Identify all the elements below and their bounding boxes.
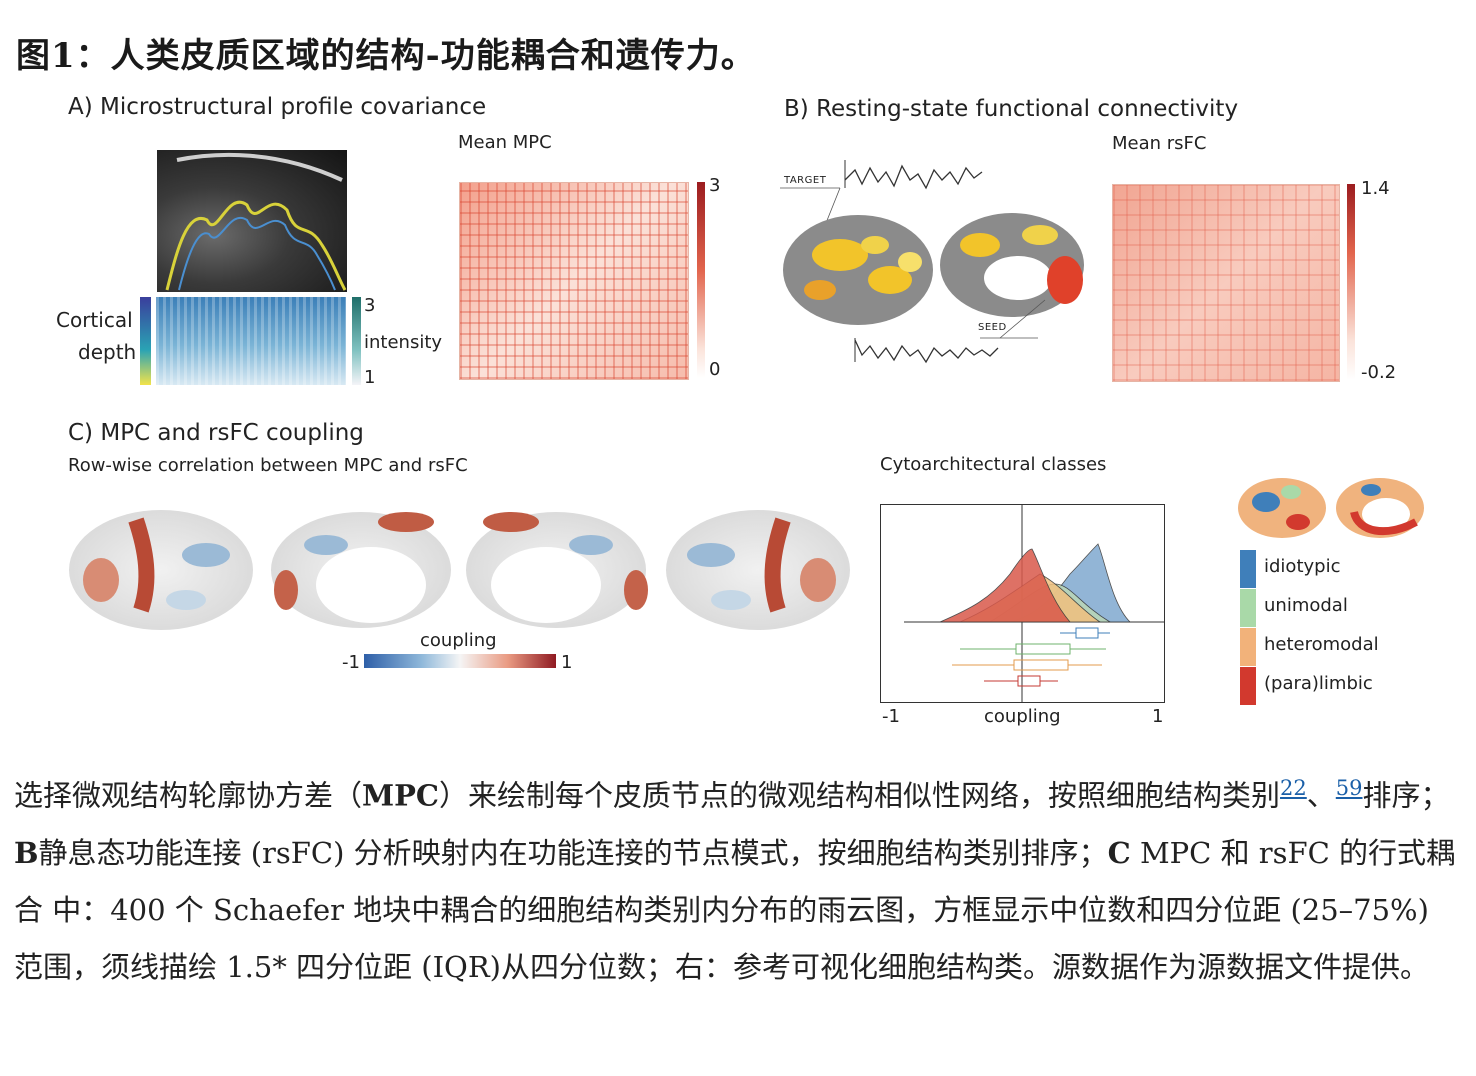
class-reference-brains bbox=[1238, 478, 1424, 538]
rsfc-colorbar bbox=[1347, 184, 1355, 380]
figure-caption: 选择微观结构轮廓协方差（MPC）来绘制每个皮质节点的微观结构相似性网络，按照细胞… bbox=[14, 760, 1462, 996]
coupling-brain-surfaces bbox=[69, 510, 850, 630]
caption-bold: B bbox=[14, 835, 39, 870]
raincloud-axis-max: 1 bbox=[1152, 706, 1164, 727]
coupling-colorbar-max: 1 bbox=[561, 652, 573, 673]
panel-c-title: C) MPC and rsFC coupling bbox=[68, 420, 364, 446]
coupling-colorbar-min: -1 bbox=[342, 652, 360, 673]
raincloud-plot bbox=[880, 504, 1165, 703]
caption-text: ）来绘制每个皮质节点的微观结构相似性网络，按照细胞结构类别 bbox=[439, 778, 1281, 813]
caption-text: 静息态功能连接 (rsFC) 分析映射内在功能连接的节点模式，按细胞结构类别排序… bbox=[38, 835, 1108, 870]
panel-b-title: B) Resting-state functional connectivity bbox=[784, 96, 1239, 122]
mri-slice-image bbox=[157, 150, 347, 292]
legend-label: unimodal bbox=[1264, 595, 1348, 616]
classes-title: Cytoarchitectural classes bbox=[880, 454, 1107, 475]
legend-swatch bbox=[1240, 628, 1256, 666]
caption-text: MPC 和 rsFC 的行式耦合 中：400 个 Schaefer 地块中耦合的… bbox=[14, 835, 1456, 984]
rsfc-heatmap bbox=[1112, 184, 1340, 382]
brain-seed-connectivity bbox=[780, 160, 1084, 364]
raincloud-axis-min: -1 bbox=[882, 706, 900, 727]
mpc-scale-max: 3 bbox=[709, 175, 721, 196]
rsfc-heatmap-title: Mean rsFC bbox=[1112, 133, 1207, 154]
intensity-min: 1 bbox=[364, 367, 376, 388]
mpc-scale-min: 0 bbox=[709, 359, 721, 380]
raincloud-axis-label: coupling bbox=[984, 706, 1061, 727]
caption-text: 排序； bbox=[1362, 778, 1450, 813]
rsfc-scale-max: 1.4 bbox=[1361, 178, 1390, 199]
depth-label-2: depth bbox=[78, 340, 137, 364]
legend-swatch bbox=[1240, 589, 1256, 627]
mpc-colorbar bbox=[697, 182, 705, 378]
rsfc-scale-min: -0.2 bbox=[1361, 362, 1397, 383]
figure-title: 图1：人类皮质区域的结构-功能耦合和遗传力。 bbox=[16, 36, 756, 76]
reference-link-22[interactable]: 22 bbox=[1280, 776, 1307, 800]
intensity-label: intensity bbox=[364, 332, 443, 353]
caption-separator: 、 bbox=[1306, 778, 1336, 813]
panel-c-subtitle: Row-wise correlation between MPC and rsF… bbox=[68, 455, 468, 476]
target-label: TARGET bbox=[784, 175, 827, 186]
reference-link-59[interactable]: 59 bbox=[1335, 776, 1363, 800]
caption-bold: MPC bbox=[362, 778, 440, 813]
seed-label: SEED bbox=[978, 322, 1007, 333]
legend-label: idiotypic bbox=[1264, 556, 1341, 577]
mpc-heatmap bbox=[459, 182, 689, 380]
coupling-colorbar-label: coupling bbox=[420, 630, 497, 651]
legend-swatch bbox=[1240, 667, 1256, 705]
legend-swatch bbox=[1240, 550, 1256, 588]
depth-colorbar bbox=[140, 297, 151, 385]
caption-text: 选择微观结构轮廓协方差（ bbox=[14, 778, 363, 813]
mpc-heatmap-title: Mean MPC bbox=[458, 132, 552, 153]
intensity-profile-matrix bbox=[156, 297, 346, 385]
intensity-colorbar bbox=[352, 297, 361, 385]
cortex-outline bbox=[165, 152, 347, 291]
legend-label: (para)limbic bbox=[1264, 673, 1373, 694]
intensity-max: 3 bbox=[364, 295, 376, 316]
depth-label-1: Cortical bbox=[56, 308, 133, 332]
panel-a-title: A) Microstructural profile covariance bbox=[68, 94, 487, 120]
caption-bold: C bbox=[1107, 835, 1131, 870]
legend-label: heteromodal bbox=[1264, 634, 1379, 655]
coupling-colorbar bbox=[364, 654, 556, 668]
